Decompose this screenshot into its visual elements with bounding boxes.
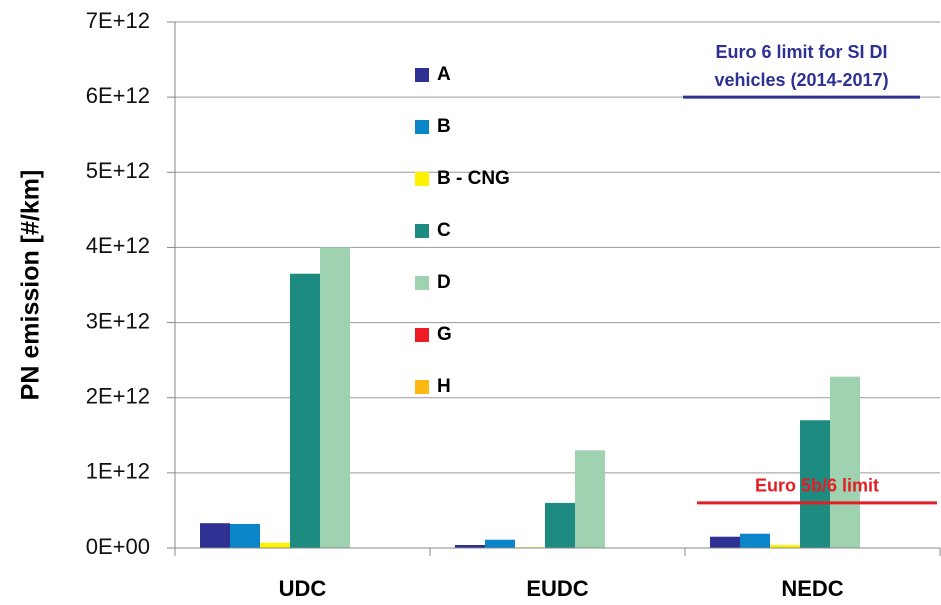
reference-label: Euro 5b/6 limit — [755, 476, 879, 496]
y-tick-label: 5E+12 — [86, 158, 150, 183]
legend-swatch — [415, 172, 429, 186]
y-tick-label: 6E+12 — [86, 83, 150, 108]
legend-label: B - CNG — [437, 168, 510, 189]
legend-swatch — [415, 120, 429, 134]
bar — [260, 542, 290, 548]
legend-label: H — [437, 376, 451, 397]
bar — [230, 523, 260, 548]
bar — [290, 273, 320, 548]
x-tick-label: EUDC — [526, 576, 588, 601]
legend-swatch — [415, 224, 429, 238]
bar — [800, 420, 830, 548]
bar — [740, 533, 770, 548]
y-tick-label: 3E+12 — [86, 308, 150, 333]
legend-swatch — [415, 68, 429, 82]
bar — [545, 502, 575, 548]
legend-label: A — [437, 64, 451, 85]
bar — [455, 544, 485, 548]
legend-swatch — [415, 328, 429, 342]
bar — [485, 539, 515, 548]
legend-label: D — [437, 272, 451, 293]
legend-label: C — [437, 220, 451, 241]
legend-swatch — [415, 276, 429, 290]
bar — [770, 544, 800, 548]
x-tick-label: UDC — [279, 576, 327, 601]
bar — [710, 536, 740, 548]
legend-label: G — [437, 324, 452, 345]
reference-label: vehicles (2014-2017) — [714, 70, 888, 90]
bar — [200, 523, 230, 548]
reference-label: Euro 6 limit for SI DI — [715, 42, 887, 62]
y-tick-label: 7E+12 — [86, 8, 150, 33]
bar — [830, 376, 860, 548]
y-axis-label: PN emission [#/km] — [17, 170, 45, 401]
legend-label: B — [437, 116, 451, 137]
y-tick-label: 4E+12 — [86, 233, 150, 258]
bar — [575, 450, 605, 548]
y-tick-label: 1E+12 — [86, 459, 150, 484]
y-tick-label: 0E+00 — [86, 534, 150, 559]
bar — [320, 247, 350, 548]
x-tick-label: NEDC — [781, 576, 843, 601]
legend-swatch — [415, 380, 429, 394]
y-tick-label: 2E+12 — [86, 384, 150, 409]
